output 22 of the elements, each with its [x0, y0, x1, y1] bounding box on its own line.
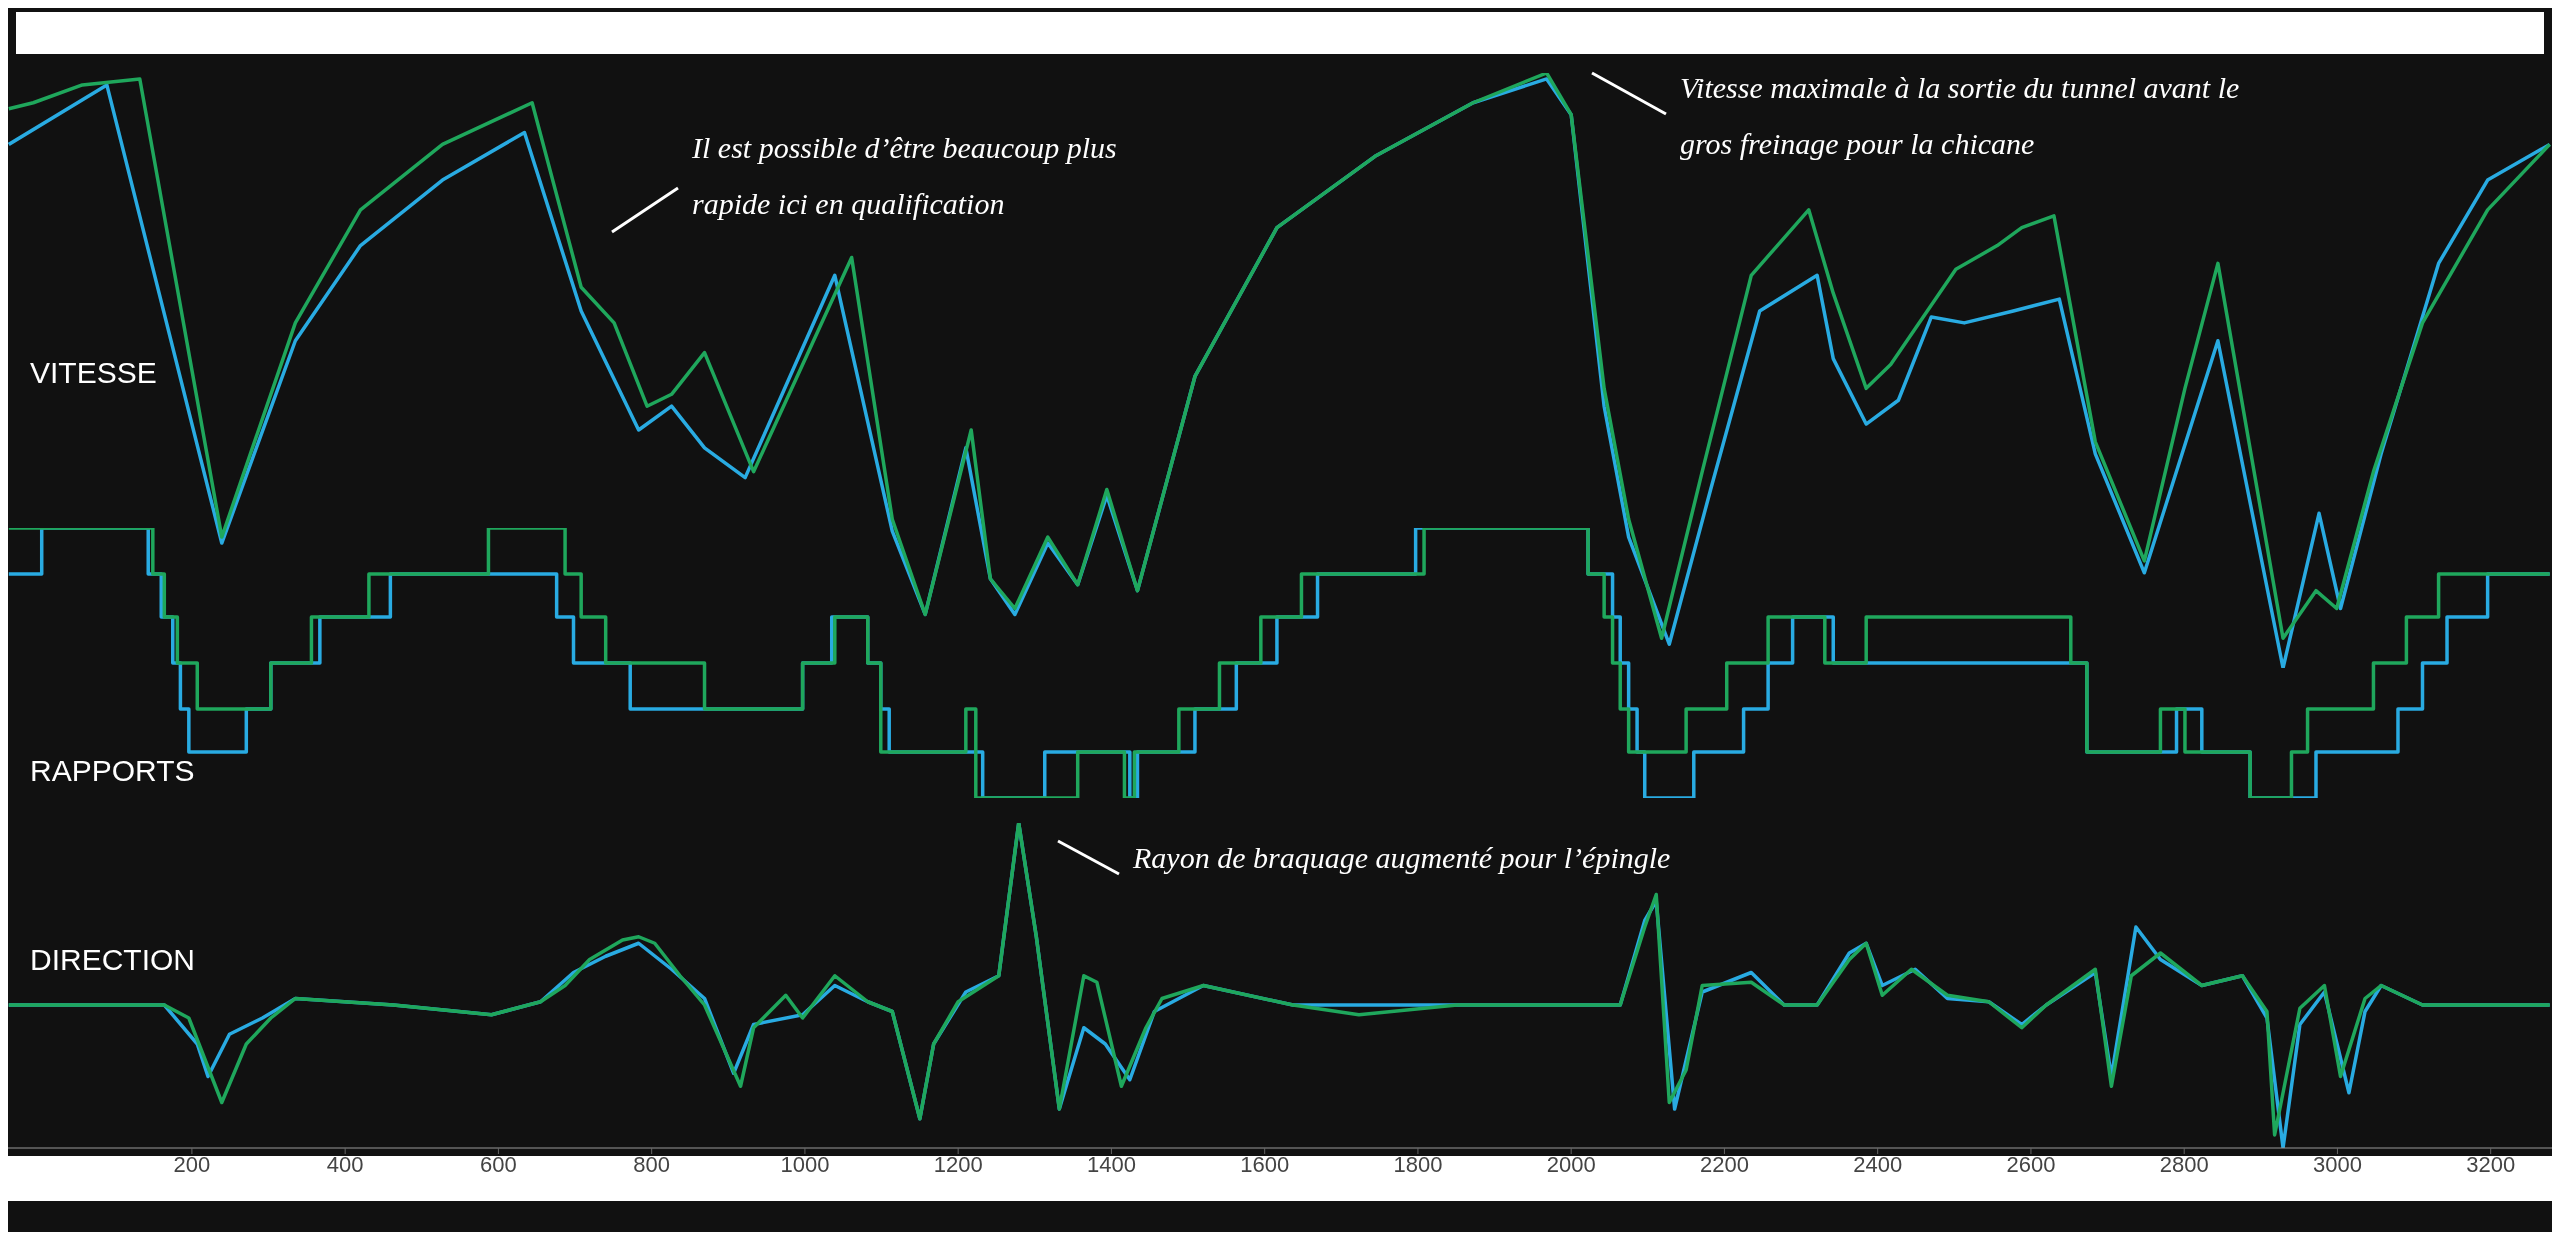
x-tick-label: 2800: [2159, 1151, 2209, 1177]
x-tick-label: 1600: [1240, 1151, 1290, 1177]
x-tick-label: 400: [326, 1151, 364, 1177]
x-tick-label: 1800: [1393, 1151, 1443, 1177]
x-tick-label: 2600: [2006, 1151, 2056, 1177]
x-tick-label: 3200: [2466, 1151, 2516, 1177]
x-tick-label: 1000: [780, 1151, 830, 1177]
annotation: Vitesse maximale à la sortie du tunnel avant le gros freinage pour la chicane: [1680, 70, 2240, 162]
annotation: Rayon de braquage augmenté pour l’épingle: [1133, 840, 1672, 876]
y-axis-title: RAPPORTS: [30, 753, 195, 788]
x-tick-label: 600: [480, 1151, 517, 1177]
annotation: Il est possible d’être beaucoup plus rapide ici en qualification: [692, 130, 1118, 222]
x-tick-label: 1200: [933, 1151, 983, 1177]
x-tick-label: 3000: [2312, 1151, 2362, 1177]
x-tick-label: 200: [173, 1151, 211, 1177]
x-tick-label: 2000: [1546, 1151, 1596, 1177]
y-axis-title: DIRECTION: [30, 942, 195, 977]
x-tick-label: 2400: [1853, 1151, 1903, 1177]
y-axis-title: VITESSE: [30, 356, 157, 391]
x-tick-label: 800: [633, 1151, 671, 1177]
x-tick-label: 2200: [1699, 1151, 1749, 1177]
x-tick-label: 1400: [1086, 1151, 1136, 1177]
